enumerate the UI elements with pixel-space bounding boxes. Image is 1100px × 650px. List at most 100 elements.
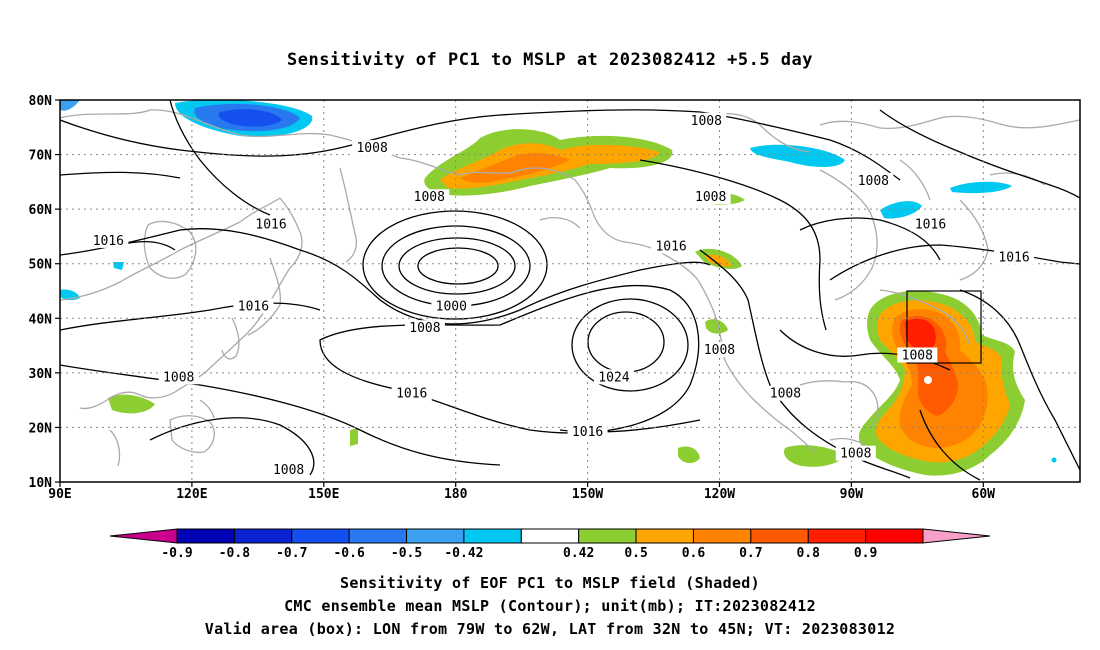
contour-label-bg <box>233 298 274 314</box>
contour-label: 1008 <box>704 343 735 358</box>
map-title: Sensitivity of PC1 to MSLP at 2023082412… <box>286 50 813 70</box>
contour-label: 1016 <box>572 425 603 440</box>
colorbar-box <box>348 528 408 544</box>
contour-label-bg <box>251 216 292 232</box>
colorbar-end-high <box>922 528 991 544</box>
lat-label: 30N <box>29 367 53 382</box>
colorbar-label: -0.42 <box>444 546 483 561</box>
lat-labels: 80N 70N 60N 50N 40N 30N 20N 10N <box>29 94 53 491</box>
contour-label: 1000 <box>436 299 467 314</box>
lon-label: 120E <box>176 487 207 502</box>
contour-label-bg <box>567 423 608 439</box>
colorbar-box <box>635 528 694 544</box>
contour-label-bg <box>391 385 432 401</box>
colorbar-label: 0.8 <box>796 546 820 561</box>
colorbar-label: -0.9 <box>161 546 192 561</box>
colorbar-box <box>865 528 924 544</box>
colorbar-label: -0.8 <box>219 546 250 561</box>
contour-label: 1008 <box>902 348 933 363</box>
contour-label-bg <box>690 189 731 205</box>
colorbar-box <box>750 528 809 544</box>
contour-label: 1016 <box>655 239 686 254</box>
sensitivity-shading <box>60 100 1057 476</box>
colorbar-label: 0.42 <box>563 546 594 561</box>
contour-label-bg <box>835 445 876 461</box>
colorbar-label: -0.7 <box>276 546 307 561</box>
axis-ticks <box>55 99 984 487</box>
contour-label-bg <box>409 189 450 205</box>
contour-label: 1008 <box>356 141 387 156</box>
contour-label: 1008 <box>840 447 871 462</box>
lon-labels: 90E 120E 150E 180 150W 120W 90W 60W <box>48 487 995 502</box>
lon-label: 120W <box>704 487 735 502</box>
caption-line-3: Valid area (box): LON from 79W to 62W, L… <box>204 620 896 638</box>
contour-label: 1016 <box>255 218 286 233</box>
contour-label: 1008 <box>409 321 440 336</box>
colorbar-box <box>176 528 235 544</box>
contour-label-bg <box>431 298 472 314</box>
contour-label-bg <box>994 249 1035 265</box>
colorbar-label: 0.5 <box>624 546 647 561</box>
contour-label-bg <box>853 172 894 188</box>
contour-label: 1024 <box>598 370 629 385</box>
caption-line-2: CMC ensemble mean MSLP (Contour); unit(m… <box>284 597 816 615</box>
colorbar-box <box>692 528 752 544</box>
colorbar-box <box>291 528 350 544</box>
map-frame <box>59 99 1081 483</box>
lon-label: 90W <box>840 487 864 502</box>
colorbar-box <box>520 528 580 544</box>
contour-label-bg <box>910 216 951 232</box>
colorbar-label: 0.6 <box>682 546 706 561</box>
contour-label: 1008 <box>273 463 304 478</box>
contour-labels: 1008 1008 1008 1008 1008 1016 1016 1016 1016 1016… <box>88 112 1035 478</box>
lat-label: 20N <box>29 421 53 436</box>
caption-line-1: Sensitivity of EOF PC1 to MSLP field (Sh… <box>340 574 760 592</box>
colorbar-labels: -0.9 -0.8 -0.7 -0.6 -0.5 -0.42 0.42 0.5 0.6 0.7 0.… <box>161 546 877 561</box>
colorbar <box>109 528 991 544</box>
colorbar-label: -0.5 <box>391 546 422 561</box>
contour-label-bg <box>88 232 129 248</box>
colorbar-label: -0.6 <box>333 546 364 561</box>
colorbar-box <box>807 528 867 544</box>
contour-label: 1008 <box>163 370 194 385</box>
lat-label: 80N <box>29 94 53 109</box>
lon-label: 180 <box>444 487 468 502</box>
colorbar-label: 0.9 <box>854 546 877 561</box>
contour-label: 1016 <box>998 250 1029 265</box>
lat-label: 50N <box>29 258 53 273</box>
lon-label: 60W <box>972 487 996 502</box>
lat-label: 70N <box>29 149 53 164</box>
contour-label: 1008 <box>695 190 726 205</box>
contour-label: 1016 <box>396 387 427 402</box>
contour-label: 1016 <box>93 234 124 249</box>
lon-label: 150W <box>572 487 603 502</box>
colorbar-box <box>406 528 465 544</box>
contour-label-bg <box>268 462 309 478</box>
lon-label: 90E <box>48 487 71 502</box>
lon-label: 150E <box>308 487 339 502</box>
colorbar-label: 0.7 <box>739 546 762 561</box>
contour-label-bg <box>352 140 393 156</box>
contour-label-bg <box>158 369 199 385</box>
contour-label: 1016 <box>238 299 269 314</box>
contour-label-bg <box>651 238 692 254</box>
valid-area-box <box>906 290 982 364</box>
contour-label: 1008 <box>691 114 722 129</box>
gridlines <box>60 100 1080 482</box>
colorbar-end-low <box>109 528 178 544</box>
contour-label: 1016 <box>915 218 946 233</box>
lat-label: 40N <box>29 312 53 327</box>
contour-label-bg <box>404 320 445 336</box>
contour-label-bg <box>593 369 634 385</box>
contour-label: 1008 <box>770 387 801 402</box>
contour-label: 1008 <box>858 174 889 189</box>
colorbar-box <box>463 528 522 544</box>
contour-label-bg <box>765 385 806 401</box>
lat-label: 60N <box>29 203 53 218</box>
contour-label-bg <box>897 347 938 363</box>
lat-label: 10N <box>29 476 53 491</box>
colorbar-box <box>578 528 637 544</box>
contour-label-bg <box>699 342 740 358</box>
colorbar-box <box>233 528 293 544</box>
